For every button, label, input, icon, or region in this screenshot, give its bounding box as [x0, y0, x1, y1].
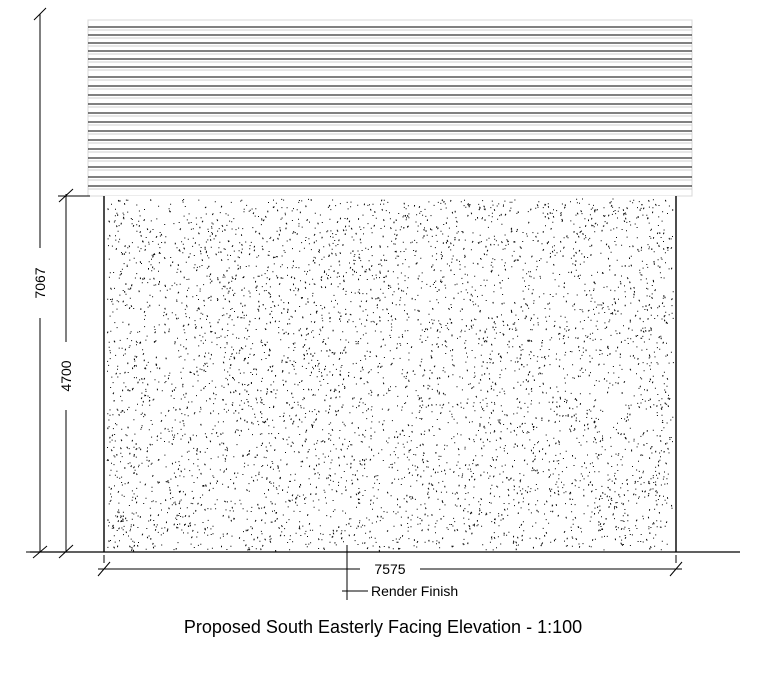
wall-height-dimension: 4700	[58, 188, 90, 559]
drawing-title: Proposed South Easterly Facing Elevation…	[184, 617, 582, 637]
width-label: 7575	[374, 561, 405, 577]
stipple-dots	[106, 198, 674, 552]
upper-cladding-band	[87, 19, 693, 197]
cladding-lines	[88, 26, 692, 190]
width-dimension: 7575	[97, 555, 683, 577]
wall-height-label: 4700	[58, 360, 74, 391]
overall-height-dimension: 7067	[26, 7, 54, 559]
rendered-wall	[103, 196, 677, 552]
render-finish-label: Render Finish	[371, 583, 458, 599]
overall-height-label: 7067	[32, 267, 48, 298]
render-stipple-texture	[106, 198, 674, 552]
render-finish-annotation: Render Finish	[342, 545, 458, 600]
